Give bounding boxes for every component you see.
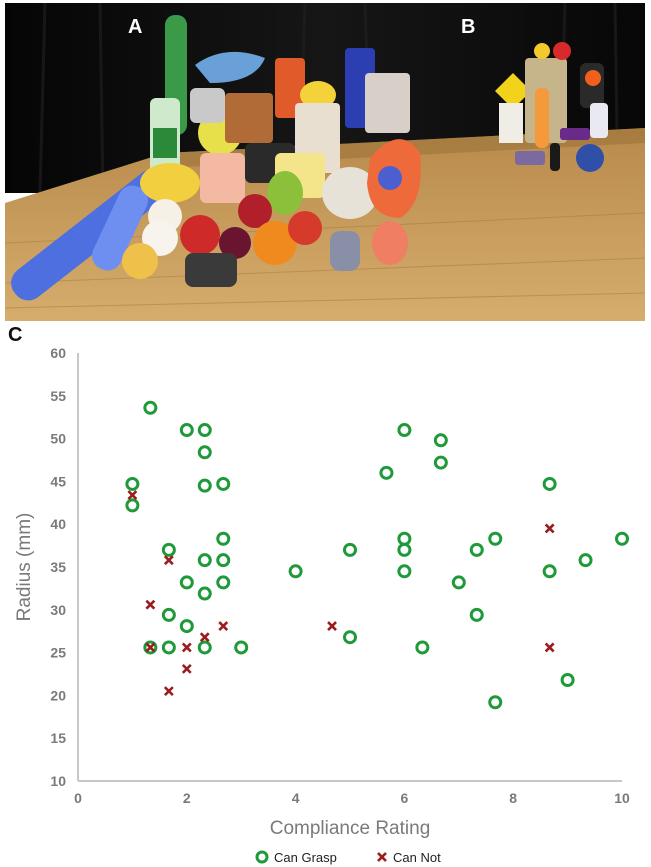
data-point-can-not <box>181 663 192 674</box>
data-point-can-grasp <box>542 564 557 579</box>
data-point-can-not <box>145 599 156 610</box>
data-point-can-grasp <box>125 498 140 513</box>
data-point-can-grasp <box>197 640 212 655</box>
data-point-can-grasp <box>397 564 412 579</box>
legend-x-glyph <box>377 852 387 862</box>
x-axis-tick-labels: 0 2 4 6 8 10 <box>74 790 630 806</box>
data-point-can-grasp <box>288 564 303 579</box>
object-photo <box>5 3 645 321</box>
y-tick-label: 20 <box>50 687 66 703</box>
data-point-can-grasp <box>197 423 212 438</box>
data-marks <box>125 400 629 710</box>
data-point-can-grasp <box>488 531 503 546</box>
panel-label-c: C <box>8 324 23 346</box>
y-tick-label: 50 <box>50 431 66 447</box>
data-point-can-grasp <box>397 542 412 557</box>
data-point-can-grasp <box>343 630 357 645</box>
data-point-can-not <box>218 621 229 631</box>
data-point-can-not <box>181 642 192 653</box>
data-point-can-grasp <box>488 695 503 710</box>
data-point-can-grasp <box>197 445 212 460</box>
data-point-can-grasp <box>415 640 430 655</box>
data-point-can-grasp <box>216 553 231 568</box>
data-point-can-not <box>127 490 138 501</box>
legend-label-can-grasp: Can Grasp <box>274 850 337 865</box>
x-tick-label: 6 <box>401 790 409 806</box>
data-point-can-grasp <box>469 542 484 557</box>
y-tick-label: 15 <box>50 730 66 746</box>
y-tick-label: 40 <box>50 516 66 532</box>
data-point-can-grasp <box>161 607 176 622</box>
data-point-can-not <box>199 632 210 643</box>
data-point-can-grasp <box>197 553 212 568</box>
data-point-can-grasp <box>216 575 231 590</box>
data-point-can-grasp <box>615 531 629 546</box>
legend-marker-can-grasp <box>255 850 269 864</box>
x-tick-label: 0 <box>74 790 82 806</box>
data-point-can-not <box>145 642 156 653</box>
data-point-can-grasp <box>379 465 394 480</box>
y-tick-label: 45 <box>50 473 66 489</box>
data-point-can-grasp <box>451 575 466 590</box>
data-point-can-grasp <box>179 619 194 634</box>
x-axis-title: Compliance Rating <box>270 818 431 839</box>
panel-label-a: A <box>128 16 143 38</box>
y-tick-label: 60 <box>50 345 66 361</box>
data-point-can-not <box>544 642 555 653</box>
y-tick-label: 10 <box>50 773 66 789</box>
legend-marker-can-not <box>377 852 387 862</box>
data-point-can-grasp <box>433 455 448 470</box>
y-tick-label: 35 <box>50 559 66 575</box>
data-point-can-grasp <box>234 640 249 655</box>
y-tick-label: 25 <box>50 645 66 661</box>
y-axis-title: Radius (mm) <box>14 513 35 622</box>
x-tick-label: 4 <box>292 790 300 806</box>
x-tick-label: 2 <box>183 790 191 806</box>
y-tick-label: 55 <box>50 388 66 404</box>
x-tick-label: 8 <box>509 790 517 806</box>
data-point-can-grasp <box>397 423 412 438</box>
x-tick-label: 10 <box>614 790 630 806</box>
y-tick-label: 30 <box>50 602 66 618</box>
data-point-can-not <box>163 555 174 566</box>
data-point-can-not <box>544 523 555 534</box>
y-axis-tick-labels: 10 15 20 25 30 35 40 45 50 55 60 <box>50 345 66 789</box>
data-point-can-grasp <box>216 476 231 491</box>
data-point-can-grasp <box>125 476 140 491</box>
data-point-can-grasp <box>161 542 176 557</box>
legend: Can Grasp Can Not <box>255 850 441 865</box>
data-point-can-grasp <box>216 531 231 546</box>
data-point-can-grasp <box>469 607 484 622</box>
data-point-can-grasp <box>143 640 158 655</box>
data-point-can-grasp <box>179 575 194 590</box>
data-point-can-grasp <box>143 400 158 415</box>
data-point-can-grasp <box>560 672 575 687</box>
data-point-can-grasp <box>179 423 194 438</box>
data-point-can-grasp <box>578 553 593 568</box>
data-point-can-grasp <box>343 542 357 557</box>
data-point-can-grasp <box>197 586 212 601</box>
data-point-can-grasp <box>433 433 448 448</box>
scatter-chart: 10 15 20 25 30 35 40 45 50 55 60 0 2 4 6 8 10 Radius (m… <box>14 345 630 865</box>
data-point-can-grasp <box>542 476 557 491</box>
data-point-can-not <box>327 621 337 631</box>
data-point-can-grasp <box>397 531 412 546</box>
data-point-can-grasp <box>197 478 212 493</box>
data-point-can-not <box>163 686 174 697</box>
object-photo-illustration <box>5 3 645 321</box>
data-point-can-grasp <box>161 640 176 655</box>
legend-label-can-not: Can Not <box>393 850 441 865</box>
panel-label-b: B <box>461 16 476 38</box>
